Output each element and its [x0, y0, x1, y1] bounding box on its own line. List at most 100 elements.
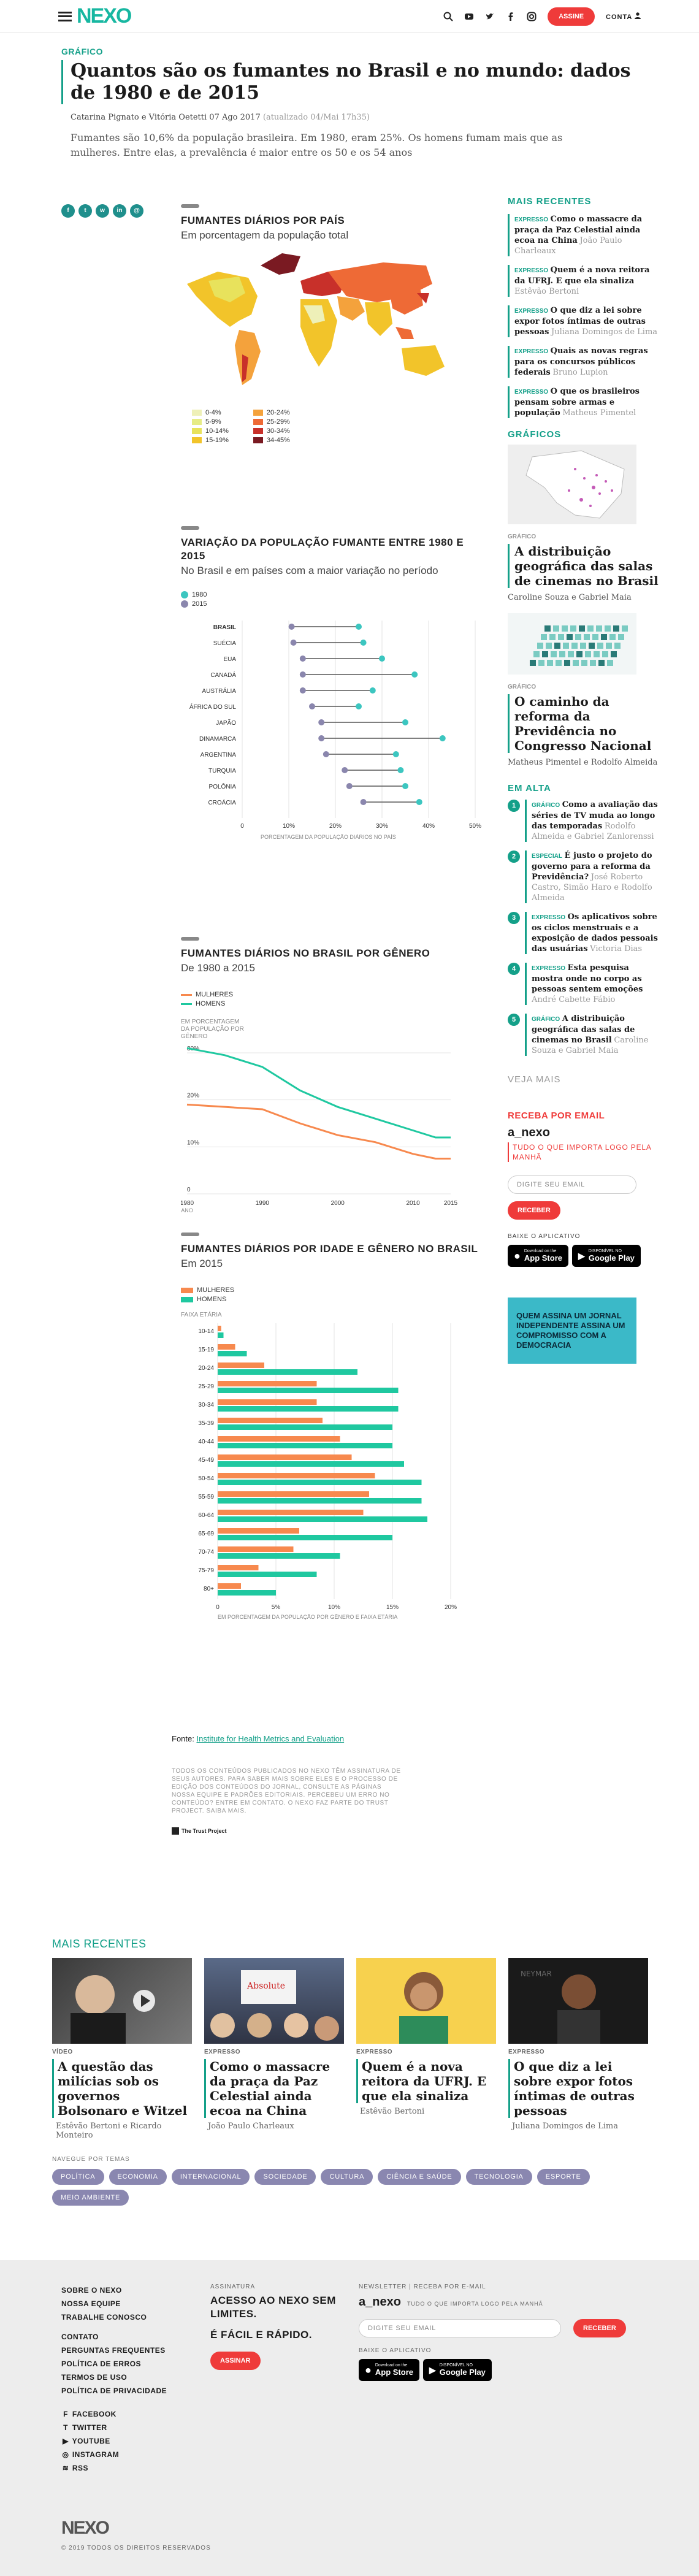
grafico-card[interactable]: GRÁFICO A distribuição geográfica das sa… — [508, 440, 661, 602]
assine-button[interactable]: ASSINE — [548, 7, 595, 26]
footer-social-link[interactable]: ≋ RSS — [61, 2461, 167, 2475]
footer-email-input[interactable]: DIGITE SEU EMAIL — [359, 2319, 561, 2337]
sidebar-recent-item[interactable]: EXPRESSO Quais as novas regras para os c… — [508, 346, 661, 378]
point-1980 — [299, 687, 306, 694]
youtube-icon[interactable] — [464, 12, 474, 21]
veja-mais-link[interactable]: VEJA MAIS — [508, 1074, 561, 1085]
thumb-cell — [564, 660, 570, 666]
site-logo[interactable]: NEXO — [77, 4, 132, 28]
tema-pill[interactable]: CIÊNCIA E SAÚDE — [378, 2169, 461, 2185]
tema-pill[interactable]: ECONOMIA — [109, 2169, 167, 2185]
news-card[interactable]: VÍDEO A questão das milícias sob os gove… — [52, 1958, 192, 2140]
whatsapp-share-icon[interactable]: w — [96, 204, 109, 218]
footer-link[interactable]: POLÍTICA DE ERROS — [61, 2360, 142, 2368]
point-2015 — [392, 751, 399, 757]
footer-link[interactable]: PERGUNTAS FREQUENTES — [61, 2346, 166, 2355]
footer: SOBRE O NEXO NOSSA EQUIPE TRABALHE CONOSCO… — [0, 2260, 699, 2576]
sidebar-recent-item[interactable]: EXPRESSO Quem é a nova reitora da UFRJ. … — [508, 265, 661, 297]
thumb-cell — [571, 643, 578, 649]
map-figure: FUMANTES DIÁRIOS POR PAÍS Em porcentagem… — [181, 204, 487, 446]
point-1980 — [346, 783, 353, 789]
assinatura-text: ACESSO AO NEXO SEM LIMITES. — [210, 2295, 336, 2320]
thumb-cell — [573, 660, 579, 666]
source-link[interactable]: Institute for Health Metrics and Evaluat… — [196, 1734, 345, 1743]
google-play-button[interactable]: ▶ DISPONÍVEL NO Google Play — [572, 1245, 641, 1267]
em-alta-item[interactable]: 4 EXPRESSO Esta pesquisa mostra onde no c… — [508, 963, 661, 1005]
em-alta-item[interactable]: 2 ESPECIAL É justo o projeto do governo p… — [508, 850, 661, 903]
article-kicker[interactable]: GRÁFICO — [61, 47, 104, 56]
footer-link[interactable]: POLÍTICA DE PRIVACIDADE — [61, 2387, 167, 2395]
bar-ylabel: FAIXA ETÁRIA — [181, 1312, 222, 1318]
footer-social-link[interactable]: f FACEBOOK — [61, 2407, 167, 2421]
sidebar-recent-item[interactable]: EXPRESSO O que diz a lei sobre expor fot… — [508, 305, 661, 337]
footer-link[interactable]: NOSSA EQUIPE — [61, 2299, 121, 2308]
app-store-button[interactable]: ● Download on the App Store — [508, 1245, 568, 1267]
map-legend-item: 0-4% — [192, 409, 229, 416]
twitter-share-icon[interactable]: t — [78, 204, 92, 218]
thumb-cell — [584, 634, 590, 640]
bar-homens — [218, 1369, 357, 1375]
promo-banner[interactable]: QUEM ASSINA UM JORNAL INDEPENDENTE ASSIN… — [508, 1298, 636, 1364]
footer-link[interactable]: SOBRE O NEXO — [61, 2286, 122, 2295]
category-label: BRASIL — [213, 624, 236, 631]
legend-swatch — [253, 419, 263, 425]
thumb-cell — [590, 660, 596, 666]
linkedin-share-icon[interactable]: in — [113, 204, 126, 218]
footer-google-play-button[interactable]: ▶ DISPONÍVEL NO Google Play — [423, 2359, 492, 2381]
x-axis-label: EM PORCENTAGEM DA POPULAÇÃO POR GÊNERO E… — [218, 1614, 397, 1620]
footer-link[interactable]: TERMOS DE USO — [61, 2373, 128, 2382]
tema-pill[interactable]: INTERNACIONAL — [171, 2169, 250, 2185]
trust-project[interactable]: The Trust Project — [172, 1827, 227, 1835]
search-icon[interactable] — [443, 12, 453, 21]
grafico-card[interactable]: GRÁFICO O caminho da reforma da Previdên… — [508, 613, 661, 767]
facebook-share-icon[interactable]: f — [61, 204, 75, 218]
em-alta-list: 1 GRÁFICO Como a avaliação das séries de … — [508, 800, 661, 1056]
email-share-icon[interactable]: @ — [130, 204, 143, 218]
instagram-icon[interactable] — [527, 12, 537, 21]
news-card[interactable]: NEYMAR EXPRESSO O que diz a lei sobre ex… — [508, 1958, 648, 2140]
point-2015 — [439, 735, 446, 741]
tema-pill[interactable]: POLÍTICA — [52, 2169, 104, 2185]
map-legend-item: 5-9% — [192, 418, 229, 426]
series-line-homens — [186, 1047, 451, 1139]
receber-button[interactable]: RECEBER — [508, 1201, 560, 1220]
x-tick-label: 20% — [329, 823, 342, 830]
em-alta-item[interactable]: 1 GRÁFICO Como a avaliação das séries de … — [508, 800, 661, 842]
footer-receber-button[interactable]: RECEBER — [573, 2319, 626, 2337]
tema-pill[interactable]: ESPORTE — [537, 2169, 590, 2185]
news-card[interactable]: Absolute EXPRESSO Como o massacre da pra… — [204, 1958, 344, 2140]
footer-app-store-button[interactable]: ● Download on the App Store — [359, 2359, 419, 2381]
footer-social-link[interactable]: ▶ YOUTUBE — [61, 2434, 167, 2448]
thumb-cell — [601, 634, 607, 640]
email-input[interactable]: DIGITE SEU EMAIL — [508, 1175, 636, 1194]
footer-social-link[interactable]: ◎ INSTAGRAM — [61, 2448, 167, 2461]
twitter-icon[interactable] — [485, 12, 495, 21]
sidebar-recent-item[interactable]: EXPRESSO Como o massacre da praça da Paz… — [508, 214, 661, 256]
point-1980 — [318, 735, 325, 741]
conta-button[interactable]: CONTA — [606, 12, 641, 21]
em-alta-item[interactable]: 5 GRÁFICO A distribuição geográfica das s… — [508, 1014, 661, 1056]
em-alta-title: EM ALTA — [508, 783, 551, 793]
footer-logo[interactable]: NEXO — [61, 2518, 110, 2538]
x-tick-label: 20% — [445, 1604, 457, 1611]
em-alta-item[interactable]: 3 EXPRESSO Os aplicativos sobre os ciclos… — [508, 912, 661, 954]
line-ylabel: EM PORCENTAGEM DA POPULAÇÃO POR GÊNERO — [181, 1019, 244, 1040]
x-tick-label: 2000 — [331, 1200, 345, 1207]
menu-icon[interactable] — [58, 11, 72, 21]
footer-link[interactable]: CONTATO — [61, 2333, 99, 2341]
category-label: CANADÁ — [210, 671, 236, 679]
graficos-title[interactable]: GRÁFICOS — [508, 429, 562, 440]
dumbbell-legend: 1980 2015 — [181, 591, 487, 608]
footer-social-link[interactable]: t TWITTER — [61, 2421, 167, 2434]
tema-pill[interactable]: MEIO AMBIENTE — [52, 2190, 129, 2206]
assinar-button[interactable]: ASSINAR — [210, 2352, 261, 2370]
bar-mulheres — [218, 1546, 294, 1552]
tema-pill[interactable]: SOCIEDADE — [254, 2169, 316, 2185]
sidebar-recent-item[interactable]: EXPRESSO O que os brasileiros pensam sob… — [508, 386, 661, 418]
tema-pill[interactable]: CULTURA — [321, 2169, 373, 2185]
tema-pill[interactable]: TECNOLOGIA — [465, 2169, 532, 2185]
news-card[interactable]: EXPRESSO Quem é a nova reitora da UFRJ. … — [356, 1958, 496, 2140]
footer-link[interactable]: TRABALHE CONOSCO — [61, 2313, 147, 2322]
facebook-icon[interactable] — [506, 12, 516, 21]
